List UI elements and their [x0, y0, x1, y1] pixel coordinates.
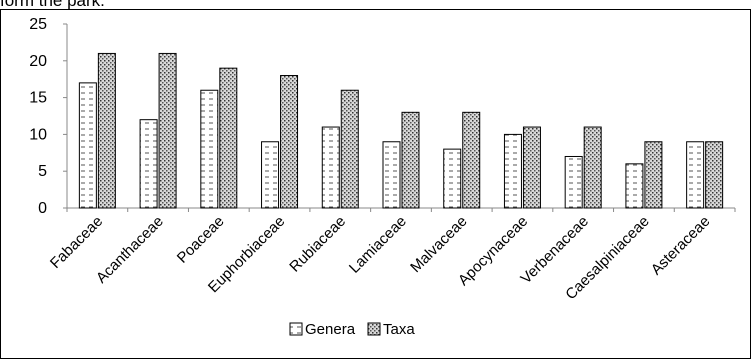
bar-taxa-rubiaceae — [340, 89, 359, 209]
bar-genera-asteraceae — [686, 141, 705, 209]
bars — [78, 52, 724, 209]
y-tick-label: 15 — [29, 90, 47, 107]
bar-genera-malvaceae — [443, 148, 462, 209]
bar-taxa-fabaceae — [97, 52, 116, 209]
legend-swatch-taxa — [367, 322, 381, 336]
y-tick-label: 25 — [29, 16, 47, 33]
x-tick-label: Poaceae — [174, 213, 228, 267]
bar-taxa-acanthaceae — [158, 52, 177, 209]
y-tick-label: 10 — [29, 126, 47, 143]
caption-text: form the park. — [0, 0, 105, 9]
bar-genera-lamiaceae — [382, 141, 401, 209]
bar-genera-apocynaceae — [503, 133, 522, 209]
bar-genera-rubiaceae — [321, 126, 340, 209]
bar-taxa-malvaceae — [462, 111, 481, 209]
bar-taxa-poaceae — [219, 67, 238, 209]
chart-frame — [0, 9, 751, 359]
y-tick-label: 20 — [29, 53, 47, 70]
bar-taxa-lamiaceae — [401, 111, 420, 209]
legend-label-taxa: Taxa — [383, 321, 415, 338]
bar-taxa-asteraceae — [705, 141, 724, 209]
bar-taxa-euphorbiaceae — [280, 75, 299, 209]
x-tick-label: Malvaceae — [407, 213, 470, 276]
bar-genera-euphorbiaceae — [261, 141, 280, 209]
x-tick-label: Lamiaceae — [346, 213, 410, 277]
y-tick-label: 0 — [38, 200, 47, 217]
legend-label-genera: Genera — [305, 321, 356, 338]
bar-genera-verbenaceae — [564, 155, 583, 209]
bar-taxa-caesalpiniaceae — [644, 141, 663, 209]
y-tick-label: 5 — [38, 163, 47, 180]
bar-genera-acanthaceae — [139, 119, 158, 209]
bar-taxa-verbenaceae — [583, 126, 602, 209]
bar-genera-fabaceae — [78, 82, 97, 209]
legend: Genera Taxa — [289, 321, 415, 338]
x-tick-label: Asteraceae — [648, 213, 714, 279]
legend-swatch-genera — [289, 322, 303, 336]
bar-genera-caesalpiniaceae — [625, 163, 644, 209]
bar-genera-poaceae — [200, 89, 219, 209]
bar-taxa-apocynaceae — [522, 126, 541, 209]
x-tick-label: Fabaceae — [47, 213, 106, 272]
x-tick-label: Rubiaceae — [286, 213, 349, 276]
